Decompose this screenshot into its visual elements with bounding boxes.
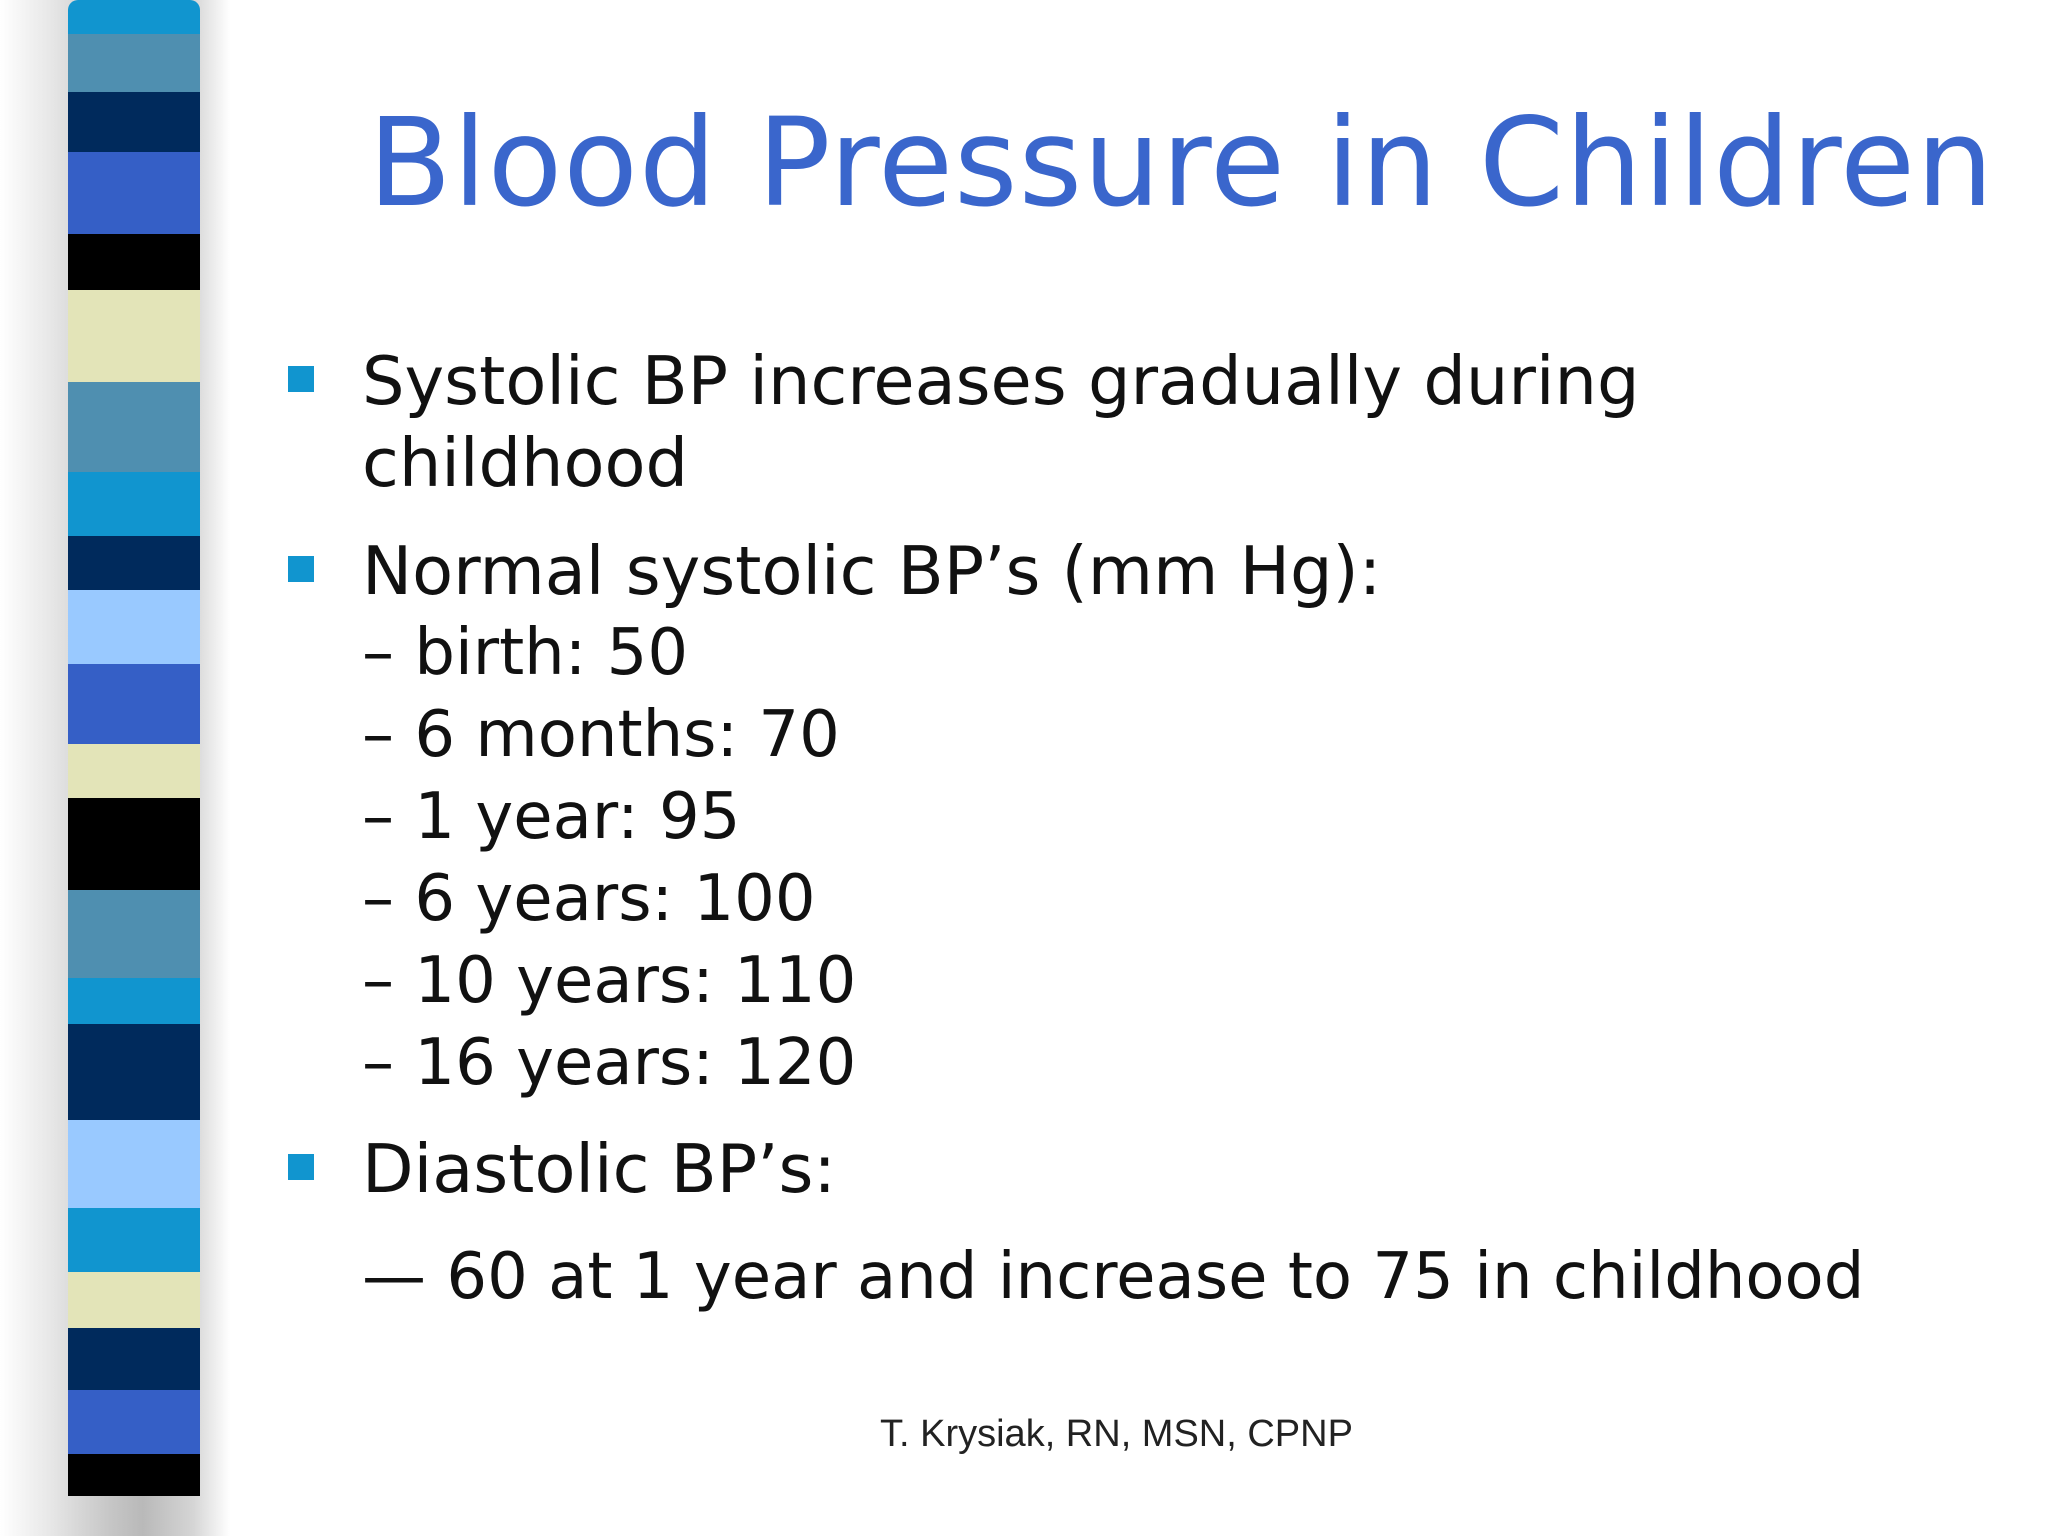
slide-title: Blood Pressure in Children bbox=[368, 92, 1995, 234]
stripe-band bbox=[68, 290, 200, 382]
stripe-band bbox=[68, 234, 200, 290]
stripe-band bbox=[68, 0, 200, 34]
square-bullet-icon bbox=[288, 1154, 314, 1180]
stripe-band bbox=[68, 890, 200, 978]
stripe-band bbox=[68, 34, 200, 92]
square-bullet-icon bbox=[288, 366, 314, 392]
stripe-band bbox=[68, 92, 200, 152]
diastolic-range-note: — 60 at 1 year and increase to 75 in chi… bbox=[362, 1240, 1865, 1314]
bullet-text-line-2: childhood bbox=[362, 424, 689, 502]
stripe-band bbox=[68, 1454, 200, 1496]
stripe-band bbox=[68, 590, 200, 664]
bullet-text: Normal systolic BP’s (mm Hg): bbox=[362, 532, 1382, 610]
bullet-text-line-1: Systolic BP increases gradually during bbox=[362, 342, 1640, 420]
stripe-band bbox=[68, 744, 200, 798]
stripe-band bbox=[68, 978, 200, 1024]
stripe-band bbox=[68, 1120, 200, 1208]
stripe-band bbox=[68, 1208, 200, 1272]
stripe-band bbox=[68, 1328, 200, 1390]
slide-footer: T. Krysiak, RN, MSN, CPNP bbox=[880, 1413, 1353, 1455]
bullet-text: Diastolic BP’s: bbox=[362, 1130, 836, 1208]
systolic-range-6-months: – 6 months: 70 bbox=[362, 698, 840, 772]
stripe-band bbox=[68, 152, 200, 234]
stripe-band bbox=[68, 472, 200, 536]
stripe-band bbox=[68, 1024, 200, 1120]
stripe-band bbox=[68, 798, 200, 890]
systolic-range-16-years: – 16 years: 120 bbox=[362, 1026, 857, 1100]
systolic-range-birth: – birth: 50 bbox=[362, 616, 689, 690]
systolic-range-10-years: – 10 years: 110 bbox=[362, 944, 857, 1018]
stripe-band bbox=[68, 1272, 200, 1328]
stripe-band bbox=[68, 536, 200, 590]
systolic-range-1-year: – 1 year: 95 bbox=[362, 780, 741, 854]
square-bullet-icon bbox=[288, 556, 314, 582]
stripe-band bbox=[68, 1390, 200, 1454]
left-stripe-decoration bbox=[68, 0, 200, 1536]
stripe-band bbox=[68, 382, 200, 472]
stripe-band bbox=[68, 664, 200, 744]
systolic-range-6-years: – 6 years: 100 bbox=[362, 862, 816, 936]
